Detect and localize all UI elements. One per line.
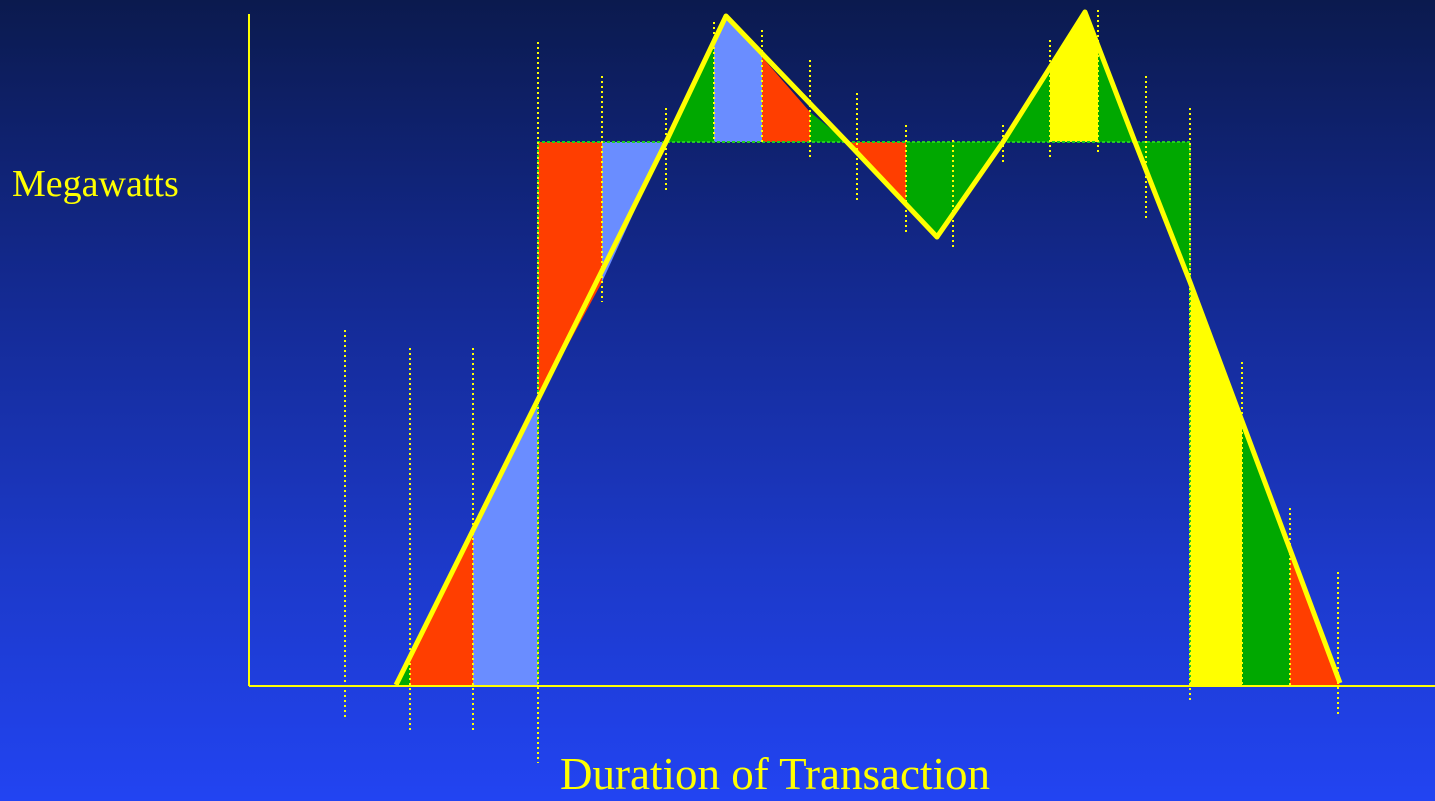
x-axis-label: Duration of Transaction — [560, 749, 990, 799]
deviation-region-yellow — [1190, 282, 1242, 685]
deviation-region-green — [1242, 420, 1290, 685]
deviation-region-red — [538, 142, 602, 400]
deviation-region-light-blue — [473, 400, 538, 685]
actual-profile-line — [393, 9, 1343, 687]
axes — [248, 14, 1435, 687]
y-axis-label: Megawatts — [12, 163, 179, 205]
actual-profile — [393, 9, 1343, 687]
deviation-region-yellow — [1050, 12, 1098, 142]
deviation-region-light-blue — [714, 16, 762, 142]
deviation-region-red — [762, 57, 810, 142]
